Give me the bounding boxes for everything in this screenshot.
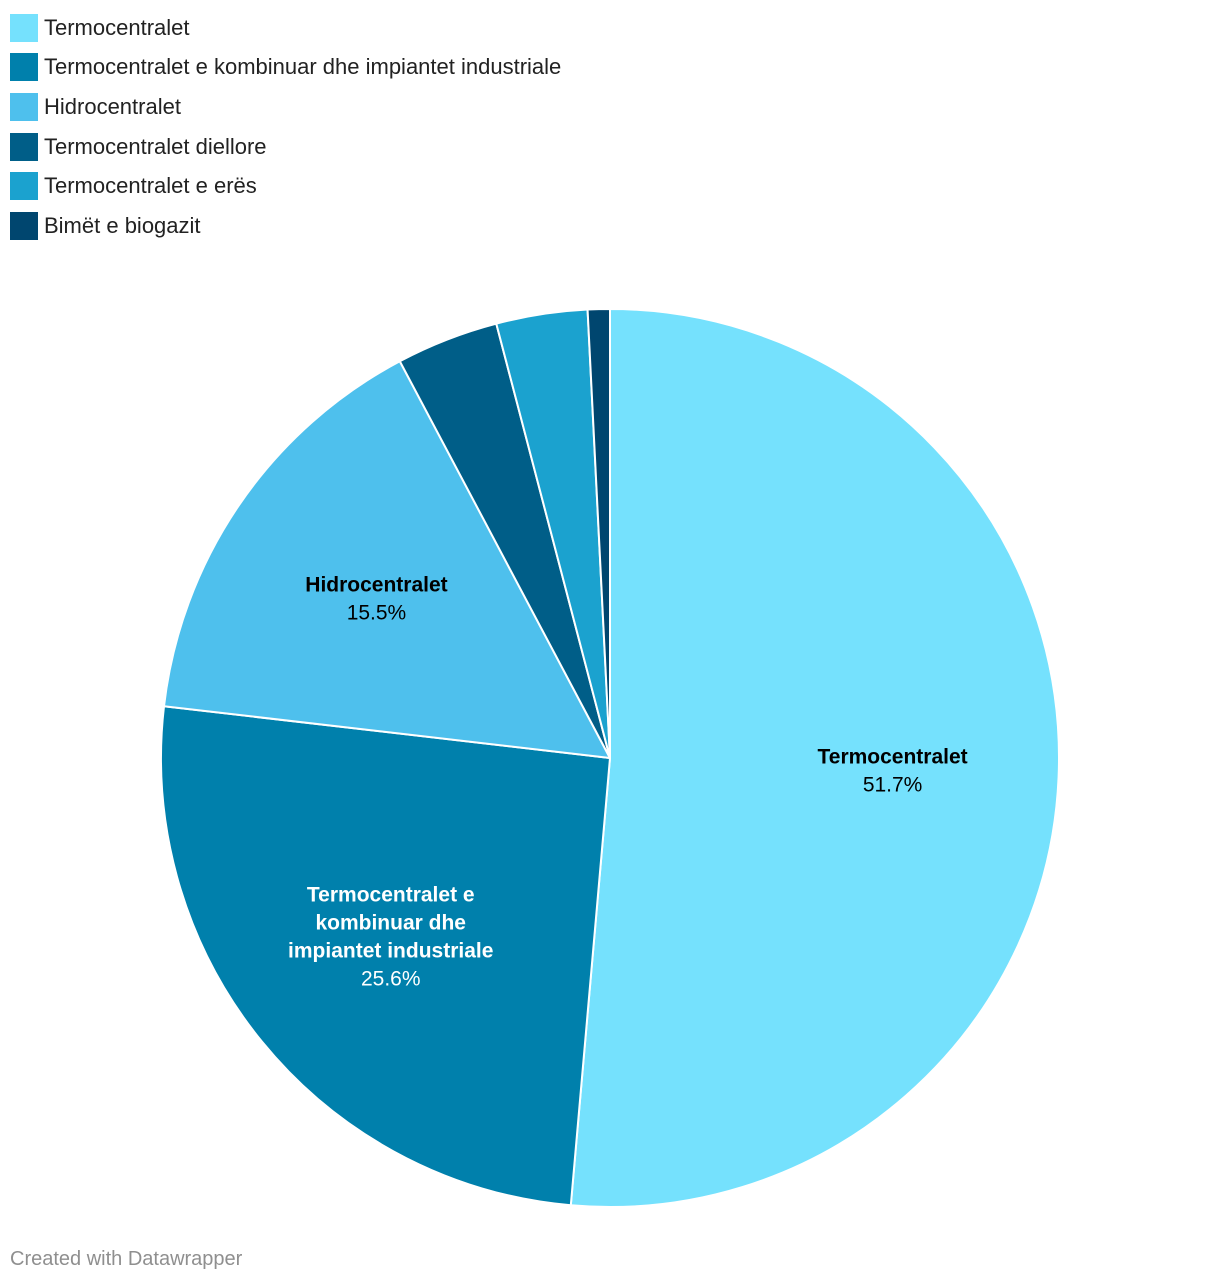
pie-slice [162, 360, 611, 759]
pie-slice [569, 308, 1061, 1208]
footer-credit: Created with Datawrapper [10, 1248, 243, 1270]
legend-item: Termocentralet diellore [10, 127, 561, 167]
slice-label: Termocentralet 51.7% [818, 745, 968, 796]
legend-label: Termocentralet [44, 14, 190, 40]
legend: Termocentralet Termocentralet e kombinuar… [10, 8, 561, 246]
slice-value: 25.6% [361, 968, 421, 991]
pie-slice [160, 705, 611, 1207]
legend-item: Hidrocentralet [10, 87, 561, 127]
legend-item: Termocentralet e kombinuar dhe impiantet… [10, 48, 561, 88]
slice-name: kombinuar dhe [315, 912, 466, 935]
slice-name: impiantet industriale [288, 940, 493, 963]
legend-label: Bimët e biogazit [44, 212, 201, 238]
legend-label: Hidrocentralet [44, 93, 181, 119]
slice-label: Termocentralet e kombinuar dhe impiantet i… [288, 884, 493, 991]
slice-name: Termocentralet e [307, 884, 475, 907]
legend-swatch [10, 132, 38, 161]
legend-label: Termocentralet diellore [44, 133, 267, 159]
legend-swatch [10, 13, 38, 42]
legend-swatch [10, 172, 38, 201]
pie-slice [586, 308, 611, 759]
legend-swatch [10, 53, 38, 82]
slice-value: 51.7% [863, 773, 923, 796]
slice-name: Termocentralet [818, 745, 968, 768]
legend-item: Termocentralet [10, 8, 561, 48]
slice-value: 15.5% [347, 601, 407, 624]
slice-label: Hidrocentralet 15.5% [305, 573, 447, 624]
slice-name: Hidrocentralet [305, 573, 447, 596]
legend-swatch [10, 92, 38, 121]
legend-swatch [10, 211, 38, 240]
legend-item: Termocentralet e erës [10, 166, 561, 206]
legend-item: Bimët e biogazit [10, 206, 561, 246]
legend-label: Termocentralet e erës [44, 173, 257, 199]
legend-label: Termocentralet e kombinuar dhe impiantet… [44, 54, 562, 80]
